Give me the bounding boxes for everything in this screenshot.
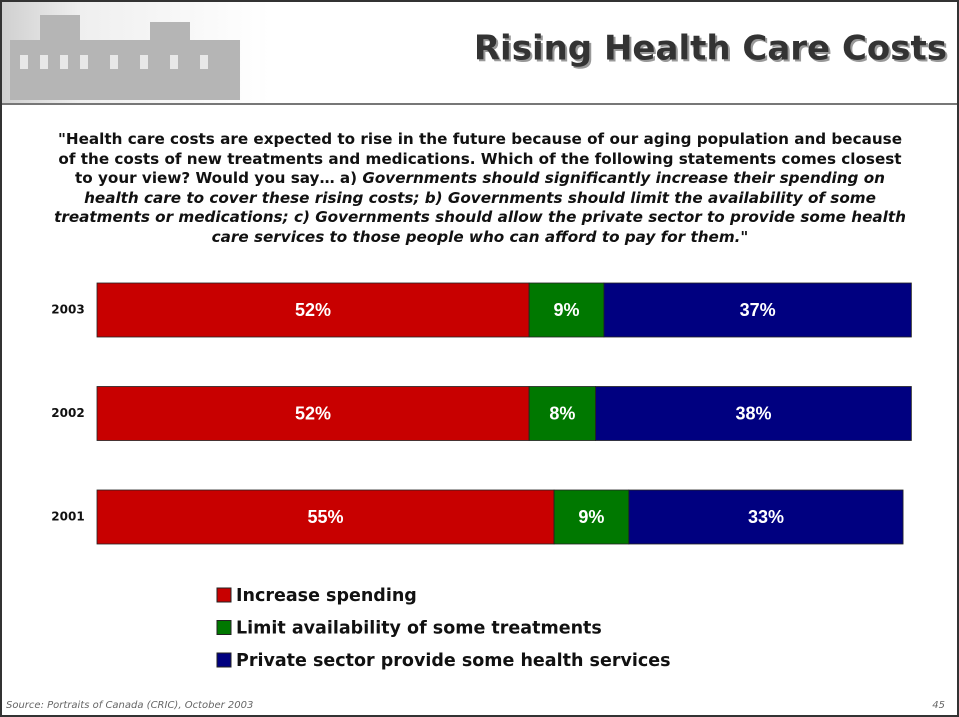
value-label: 33% — [748, 507, 784, 527]
question: "Health care costs are expected to rise … — [50, 130, 910, 248]
bar-segment — [96, 489, 555, 545]
page-number: 45 — [932, 700, 945, 711]
building — [10, 15, 240, 100]
question-options: Governments should significantly increas… — [54, 169, 906, 246]
bar-segment — [595, 386, 912, 441]
value-label: 52% — [295, 403, 331, 423]
legend-swatch — [216, 620, 232, 635]
bar-segment — [628, 489, 904, 545]
value-label: 38% — [735, 403, 771, 423]
chart-title: Rising Health Care Costs — [474, 29, 947, 69]
question-intro: "Health care costs are expected to rise … — [57, 130, 903, 188]
value-label: 9% — [578, 507, 604, 527]
legend-label: Private sector provide some health servi… — [236, 651, 671, 671]
value-label: 37% — [740, 300, 776, 320]
y-tick-label: 2001 — [51, 510, 84, 524]
y-tick-label: 2002 — [51, 406, 84, 420]
bar-segment — [96, 386, 530, 441]
value-label: 8% — [549, 403, 575, 423]
question-close: " — [740, 227, 749, 246]
bar-segment — [528, 282, 605, 338]
legend-swatch — [216, 652, 232, 668]
y-tick-label: 2003 — [51, 303, 84, 317]
legend-swatch — [216, 587, 232, 603]
source: Source: Portraits of Canada (CRIC), Octo… — [6, 700, 253, 711]
value-label: 9% — [554, 300, 580, 320]
windows — [20, 55, 208, 69]
value-label: 55% — [308, 507, 344, 527]
title-shadow: Rising Health Care Costs — [476, 31, 949, 71]
bar-segment — [528, 386, 596, 441]
bar-segment — [96, 282, 530, 338]
legend-label: Limit availability of some treatments — [236, 619, 602, 639]
bar-segment — [553, 489, 630, 545]
value-label: 52% — [295, 300, 331, 320]
legend-label: Increase spending — [236, 586, 417, 606]
bar-segment — [603, 282, 912, 338]
